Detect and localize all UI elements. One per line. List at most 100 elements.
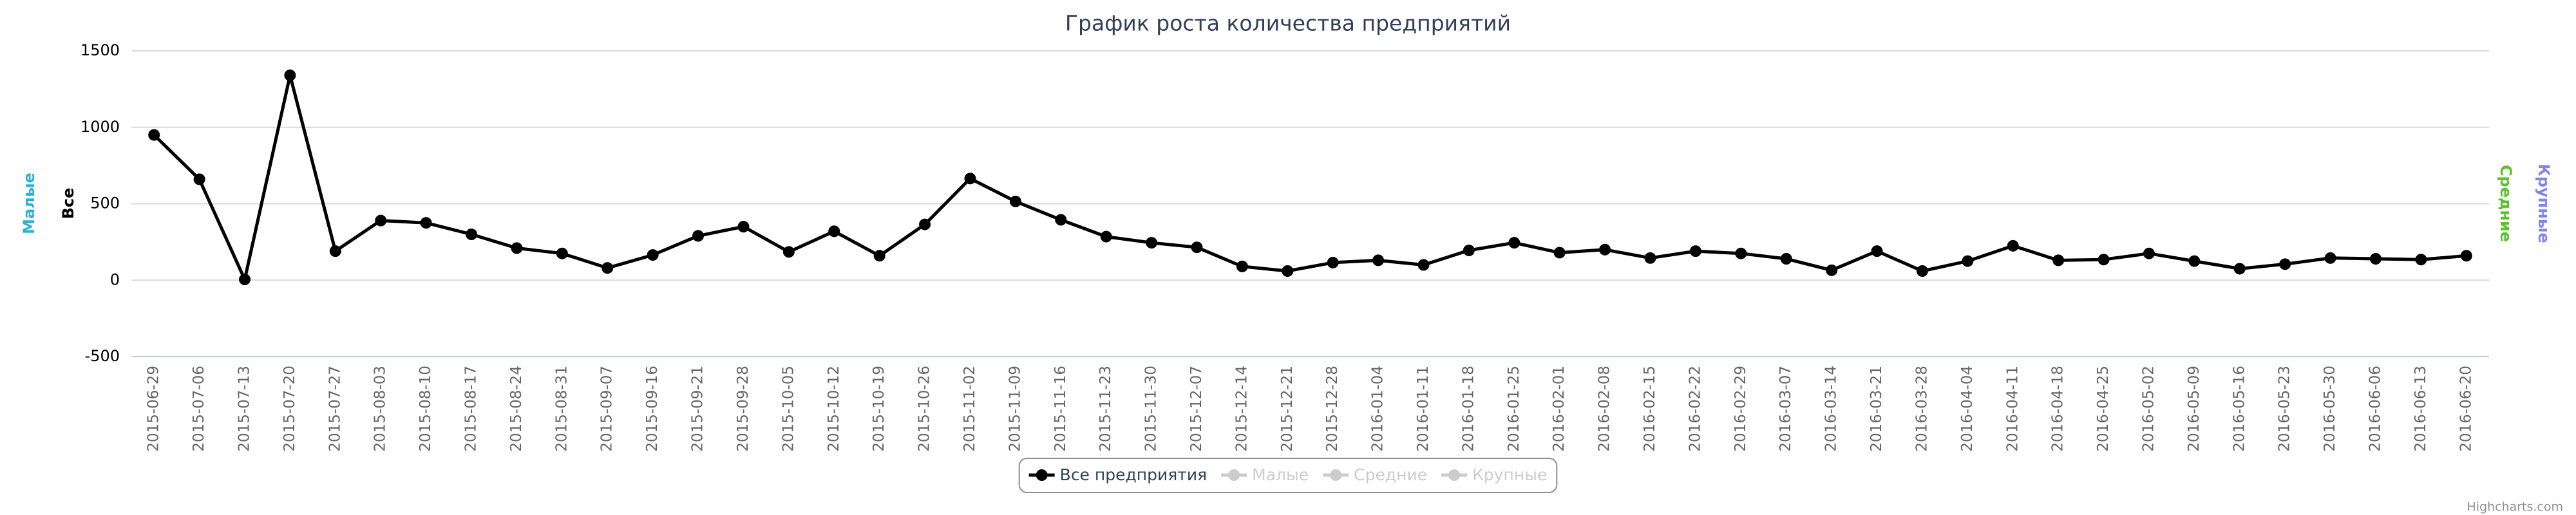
point (239, 274, 251, 286)
x-tick-label: 2016-06-20 (2458, 366, 2474, 452)
point (2052, 254, 2065, 267)
point (782, 246, 795, 258)
point (1871, 245, 1883, 258)
axis-title: Крупные (2535, 164, 2553, 243)
x-tick-label: 2016-03-21 (1868, 366, 1885, 452)
legend-marker (1448, 469, 1461, 481)
point (2415, 254, 2427, 266)
point (375, 214, 387, 227)
x-tick-label: 2015-08-31 (553, 366, 570, 452)
point (1508, 237, 1520, 249)
legend-label: Средние (1354, 465, 1427, 484)
axis-title: Средние (2497, 165, 2515, 242)
point (828, 225, 840, 238)
point (2369, 253, 2382, 265)
y-tick-label: 0 (110, 270, 120, 288)
x-tick-label: 2015-12-07 (1188, 366, 1205, 452)
x-tick-label: 2015-08-10 (417, 366, 434, 452)
x-tick-label: 2015-09-28 (735, 366, 752, 452)
credits[interactable]: Highcharts.com (2467, 500, 2563, 514)
point (511, 242, 523, 254)
point (148, 129, 160, 141)
point (2324, 252, 2336, 264)
point (1780, 253, 1792, 265)
point (1644, 252, 1656, 264)
point (1599, 243, 1611, 256)
x-tick-label: 2015-11-30 (1143, 366, 1160, 452)
point (2279, 258, 2291, 270)
x-tick-label: 2015-11-09 (1007, 366, 1023, 452)
x-tick-label: 2016-02-08 (1596, 366, 1613, 452)
axis-title: Все (59, 188, 77, 220)
x-tick-label: 2016-02-29 (1732, 366, 1749, 452)
point (1553, 247, 1566, 259)
x-tick-label: 2015-12-21 (1279, 366, 1296, 452)
x-tick-label: 2016-03-07 (1777, 366, 1794, 452)
x-tick-label: 2015-10-05 (780, 366, 797, 452)
x-tick-label: 2016-02-15 (1642, 366, 1658, 452)
point (1055, 214, 1067, 226)
x-tick-label: 2015-09-16 (644, 366, 661, 452)
x-tick-label: 2016-01-25 (1506, 366, 1522, 452)
x-tick-label: 2015-09-21 (690, 366, 706, 452)
x-tick-label: 2015-12-14 (1233, 366, 1250, 452)
y-tick-label: 1000 (80, 118, 120, 136)
x-tick-label: 2016-02-01 (1551, 366, 1567, 452)
legend-marker (1228, 469, 1240, 481)
point (420, 217, 432, 229)
x-tick-label: 2016-04-11 (2004, 366, 2021, 452)
x-tick-label: 2016-02-22 (1687, 366, 1703, 452)
x-tick-label: 2016-05-23 (2277, 366, 2293, 452)
point (1689, 245, 1701, 258)
x-tick-label: 2015-09-07 (599, 366, 616, 452)
legend-item[interactable]: Крупные (1441, 465, 1547, 484)
legend: Все предприятия Малые Средние Крупные (1018, 458, 1558, 493)
legend-box (1018, 458, 1558, 493)
x-tick-label: 2016-04-25 (2095, 366, 2112, 452)
legend-item[interactable]: Малые (1221, 465, 1309, 484)
x-tick-label: 2015-11-02 (961, 366, 978, 452)
chart-title: График роста количества предприятий (1065, 11, 1511, 36)
x-tick-label: 2015-10-19 (871, 366, 887, 452)
point (1236, 260, 1248, 272)
point (2460, 250, 2472, 262)
point (1735, 247, 1747, 259)
point (1962, 255, 1974, 267)
point (2098, 254, 2110, 266)
x-tick-label: 2016-05-02 (2140, 366, 2157, 452)
x-tick-label: 2015-08-17 (463, 366, 480, 452)
legend-item[interactable]: Все предприятия (1028, 465, 1207, 484)
x-tick-label: 2015-10-26 (916, 366, 933, 452)
point (601, 262, 614, 274)
x-tick-label: 2016-06-13 (2412, 366, 2429, 452)
point (2143, 247, 2155, 259)
series-line (153, 73, 2467, 281)
point (284, 70, 296, 81)
x-tick-label: 2015-12-28 (1324, 366, 1341, 452)
x-tick-label: 2015-06-29 (146, 366, 162, 452)
x-tick-label: 2016-05-16 (2231, 366, 2248, 452)
point (647, 249, 659, 261)
x-tick-label: 2016-01-18 (1460, 366, 1477, 452)
x-tick-label: 2015-11-16 (1052, 366, 1069, 452)
x-tick-label: 2015-07-27 (327, 366, 343, 452)
x-tick-label: 2016-01-11 (1415, 366, 1432, 452)
point (556, 247, 568, 259)
point (919, 218, 931, 230)
legend-label: Малые (1252, 465, 1309, 484)
point (964, 173, 976, 185)
x-tick-label: 2015-10-12 (826, 366, 842, 452)
legend-item[interactable]: Средние (1323, 465, 1427, 484)
point (1463, 244, 1475, 256)
point (1146, 237, 1158, 249)
x-tick-label: 2015-08-24 (508, 366, 525, 452)
x-tick-label: 2015-07-13 (236, 366, 253, 452)
axis-title: Малые (20, 173, 38, 234)
point (1009, 195, 1021, 207)
point (692, 230, 705, 242)
x-tick-label: 2016-06-06 (2367, 366, 2383, 452)
y-tick-label: 500 (90, 194, 120, 212)
point (1826, 264, 1838, 276)
point (1372, 254, 1385, 267)
